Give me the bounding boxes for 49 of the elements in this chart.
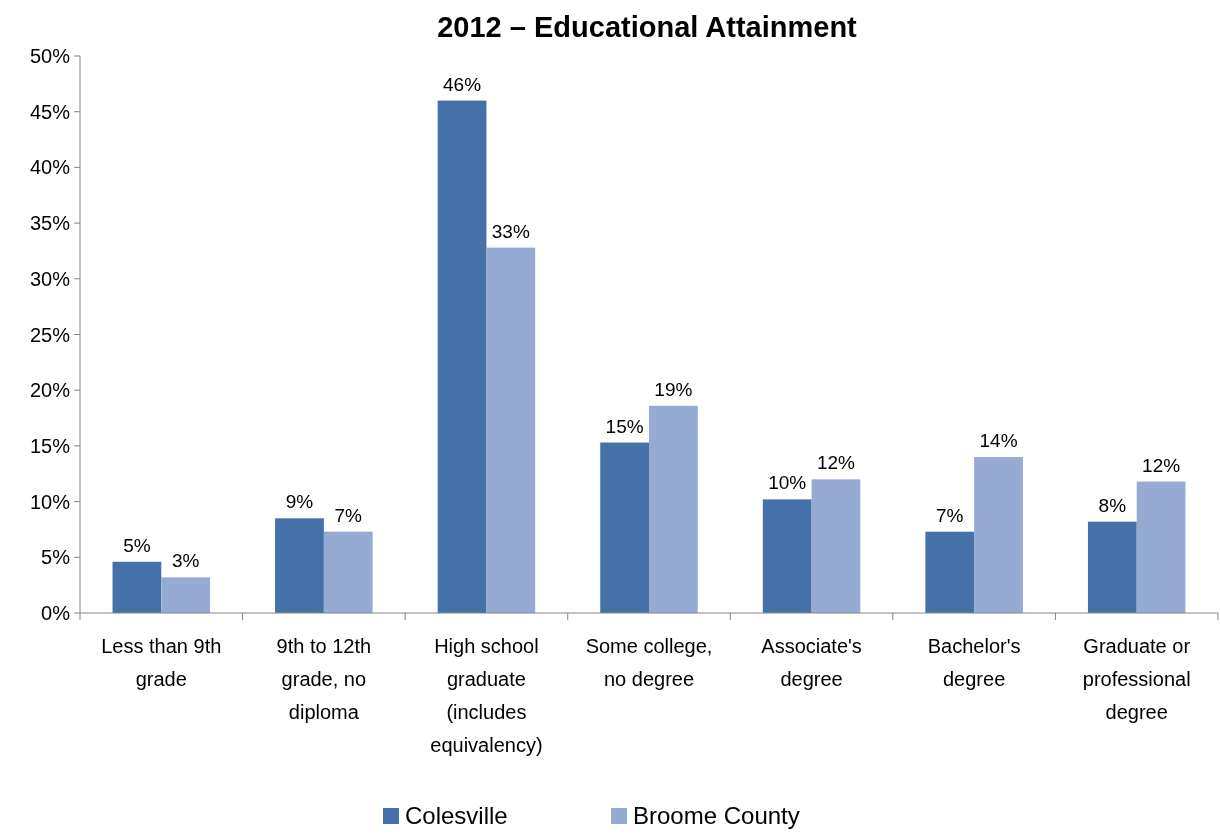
bar — [811, 479, 861, 613]
bar — [649, 405, 698, 613]
data-label: 7% — [334, 504, 363, 526]
data-label: 15% — [605, 415, 644, 437]
y-tick-label: 30% — [29, 267, 71, 290]
bar — [762, 499, 812, 613]
bar — [925, 531, 975, 613]
x-tick-label: High school graduate (includes equivalency) — [430, 635, 543, 756]
y-tick-label: 50% — [29, 45, 71, 67]
x-tick-label: 9th to 12th grade, no diploma — [276, 635, 372, 723]
y-tick-label: 45% — [29, 100, 71, 123]
bar — [112, 561, 162, 613]
y-tick-label: 35% — [29, 212, 71, 235]
chart-title: 2012 – Educational Attainment — [437, 11, 858, 43]
y-tick-label: 20% — [29, 379, 71, 402]
data-label: 9% — [285, 491, 314, 513]
y-tick-label: 40% — [29, 156, 71, 179]
x-tick-label: Associate's degree — [761, 635, 862, 690]
bar — [275, 518, 324, 613]
data-label: 12% — [1142, 454, 1181, 476]
data-label: 3% — [171, 550, 200, 572]
y-tick-label: 10% — [29, 490, 71, 513]
y-tick-label: 25% — [29, 323, 71, 346]
legend-label: Broome County — [633, 802, 800, 830]
data-label: 14% — [979, 430, 1018, 452]
data-label: 12% — [816, 452, 856, 474]
data-label: 7% — [936, 504, 964, 526]
data-label: 5% — [123, 534, 151, 556]
bar — [437, 100, 487, 613]
y-tick-label: 15% — [29, 434, 71, 457]
y-tick-label: 5% — [41, 546, 71, 569]
data-label: 46% — [443, 73, 482, 95]
data-label: 8% — [1098, 494, 1127, 516]
data-label: 33% — [491, 220, 530, 242]
x-tick-label: Less than 9th grade — [101, 635, 222, 690]
bar — [974, 457, 1023, 613]
x-tick-label: Bachelor's degree — [927, 635, 1021, 690]
bar — [600, 442, 649, 613]
legend-label: Colesville — [405, 802, 508, 830]
bar — [1087, 521, 1137, 613]
data-label: 19% — [654, 378, 693, 400]
data-label: 10% — [768, 472, 807, 494]
y-tick-label: 0% — [41, 602, 71, 624]
bar — [1136, 481, 1186, 613]
bar — [161, 577, 211, 613]
x-tick-label: Graduate or professional degree — [1082, 635, 1191, 723]
bar — [486, 247, 536, 613]
bar — [323, 531, 373, 613]
x-tick-label: Some college, no degree — [585, 635, 713, 690]
